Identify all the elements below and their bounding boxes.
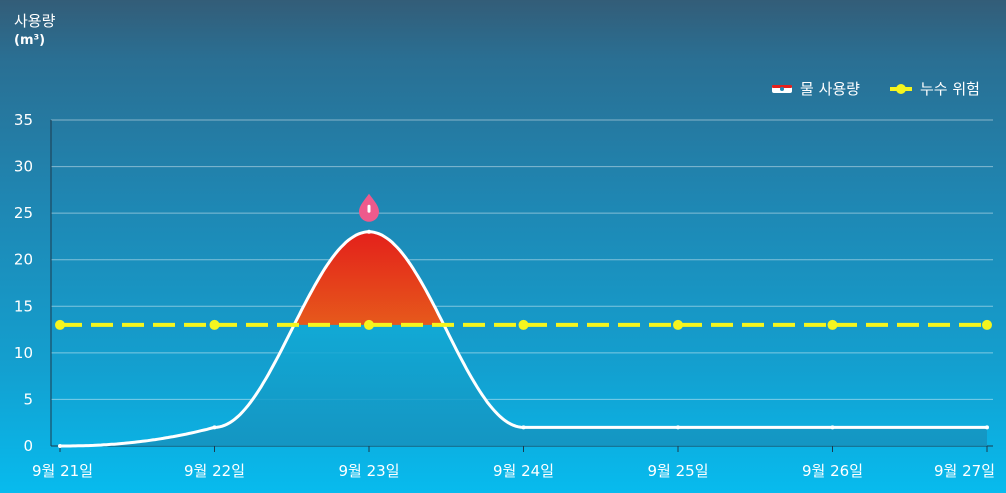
usage-series-line (60, 230, 987, 448)
y-axis-title: 사용량 (m³) (14, 12, 55, 50)
x-tick-label: 9월 22일 (184, 462, 245, 480)
water-drop-icon (359, 193, 379, 222)
legend-label-leak-risk: 누수 위험 (920, 80, 980, 98)
legend-usage-swatch-top (772, 85, 792, 88)
usage-point (830, 425, 835, 430)
legend-leak-dot (896, 84, 906, 94)
legend-item-leak-risk: 누수 위험 (890, 80, 980, 98)
leak-risk-point (673, 319, 683, 330)
legend-usage-dot (780, 87, 784, 91)
y-tick-label: 35 (14, 111, 33, 129)
leak-risk-point (982, 319, 992, 330)
x-tick-label: 9월 26일 (802, 462, 863, 480)
usage-point (212, 425, 217, 430)
water-drop-mark (367, 204, 371, 213)
y-axis-unit-label: (m³) (14, 33, 46, 48)
leak-risk-point (518, 319, 529, 330)
usage-point (521, 425, 526, 430)
leak-risk-point (209, 319, 220, 330)
x-tick-label: 9월 27일 (934, 462, 995, 480)
y-tick-label: 15 (14, 297, 33, 315)
leak-risk-point (364, 319, 374, 330)
x-tick-label: 9월 24일 (493, 462, 554, 480)
x-tick-label: 9월 21일 (32, 462, 93, 480)
y-axis-title-label: 사용량 (14, 12, 56, 30)
y-tick-label: 30 (14, 158, 33, 176)
leak-risk-point (55, 319, 65, 330)
y-tick-label: 10 (14, 344, 33, 362)
x-tick-label: 9월 23일 (339, 462, 400, 480)
y-tick-label: 0 (23, 437, 33, 455)
usage-point (58, 444, 62, 448)
usage-area-below-threshold (60, 324, 987, 446)
usage-area-above-threshold (294, 231, 444, 325)
usage-point (985, 425, 989, 430)
y-tick-label: 25 (14, 204, 33, 222)
leak-risk-point (827, 319, 838, 330)
usage-point (367, 229, 371, 234)
legend-item-usage: 물 사용량 (772, 80, 860, 98)
usage-point (676, 425, 680, 430)
x-tick-label: 9월 25일 (648, 462, 709, 480)
legend-label-usage: 물 사용량 (800, 80, 860, 98)
y-tick-label: 20 (14, 251, 33, 269)
y-tick-label: 5 (23, 390, 33, 408)
